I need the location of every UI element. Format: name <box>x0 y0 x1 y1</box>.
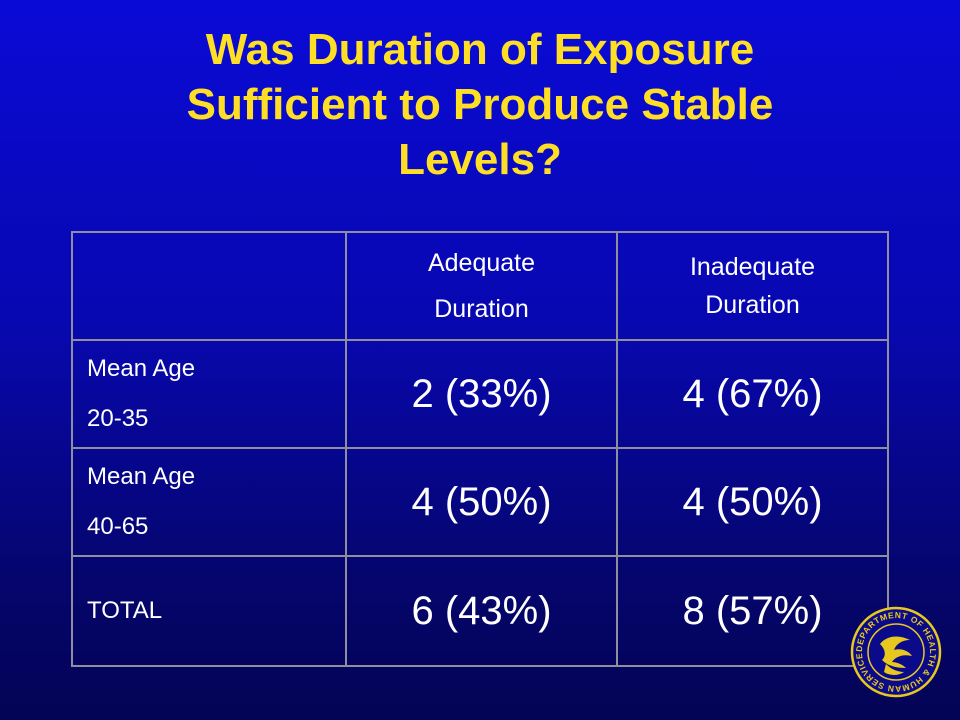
slide-title-line-1: Was Duration of Exposure <box>205 25 755 74</box>
cell-adequate: 2 (33%) <box>345 339 618 449</box>
table-corner-cell <box>71 231 347 341</box>
slide-title-line-3: Levels? <box>398 135 562 184</box>
cell-adequate: 6 (43%) <box>345 555 618 667</box>
header-text: Duration <box>434 295 529 323</box>
row-label-mean-age-40-65: Mean Age 40-65 <box>71 447 347 557</box>
row-label-total: TOTAL <box>71 555 347 667</box>
row-label-text: Mean Age <box>87 463 196 490</box>
header-inadequate-duration: Inadequate Duration <box>616 231 889 341</box>
hhs-seal-icon: DEPARTMENT OF HEALTH & HUMAN SERVICES US… <box>847 598 942 698</box>
slide-title: Was Duration of Exposure Sufficient to P… <box>60 22 900 187</box>
cell-inadequate: 4 (50%) <box>616 447 889 557</box>
cell-adequate: 4 (50%) <box>345 447 618 557</box>
header-text: Adequate <box>427 249 536 277</box>
duration-table: Adequate Duration Inadequate Duration Me… <box>71 231 889 667</box>
row-label-text: Mean Age <box>87 355 196 382</box>
header-adequate-duration: Adequate Duration <box>345 231 618 341</box>
slide-title-line-2: Sufficient to Produce Stable <box>186 80 774 129</box>
table-header-row: Adequate Duration Inadequate Duration <box>71 231 889 341</box>
row-label-text: TOTAL <box>87 597 163 624</box>
header-text: Inadequate <box>689 253 816 281</box>
row-label-text: 20-35 <box>87 405 149 432</box>
row-label-text: 40-65 <box>87 513 149 540</box>
cell-inadequate: 8 (57%) <box>616 555 889 667</box>
row-label-mean-age-20-35: Mean Age 20-35 <box>71 339 347 449</box>
table-row: TOTAL 6 (43%) 8 (57%) <box>71 555 889 667</box>
table-row: Mean Age 40-65 4 (50%) 4 (50%) <box>71 447 889 557</box>
cell-inadequate: 4 (67%) <box>616 339 889 449</box>
table-row: Mean Age 20-35 2 (33%) 4 (67%) <box>71 339 889 449</box>
header-text: Duration <box>705 291 800 319</box>
